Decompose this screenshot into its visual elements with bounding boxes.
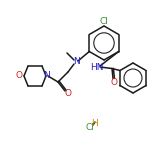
Text: H: H (91, 118, 97, 127)
Text: O: O (65, 90, 71, 99)
Text: N: N (73, 57, 79, 66)
Text: O: O (16, 72, 22, 81)
Text: Cl: Cl (99, 16, 108, 26)
Text: Cl: Cl (86, 123, 94, 132)
Text: N: N (43, 72, 49, 81)
Text: HN: HN (90, 63, 104, 72)
Text: O: O (111, 78, 117, 87)
